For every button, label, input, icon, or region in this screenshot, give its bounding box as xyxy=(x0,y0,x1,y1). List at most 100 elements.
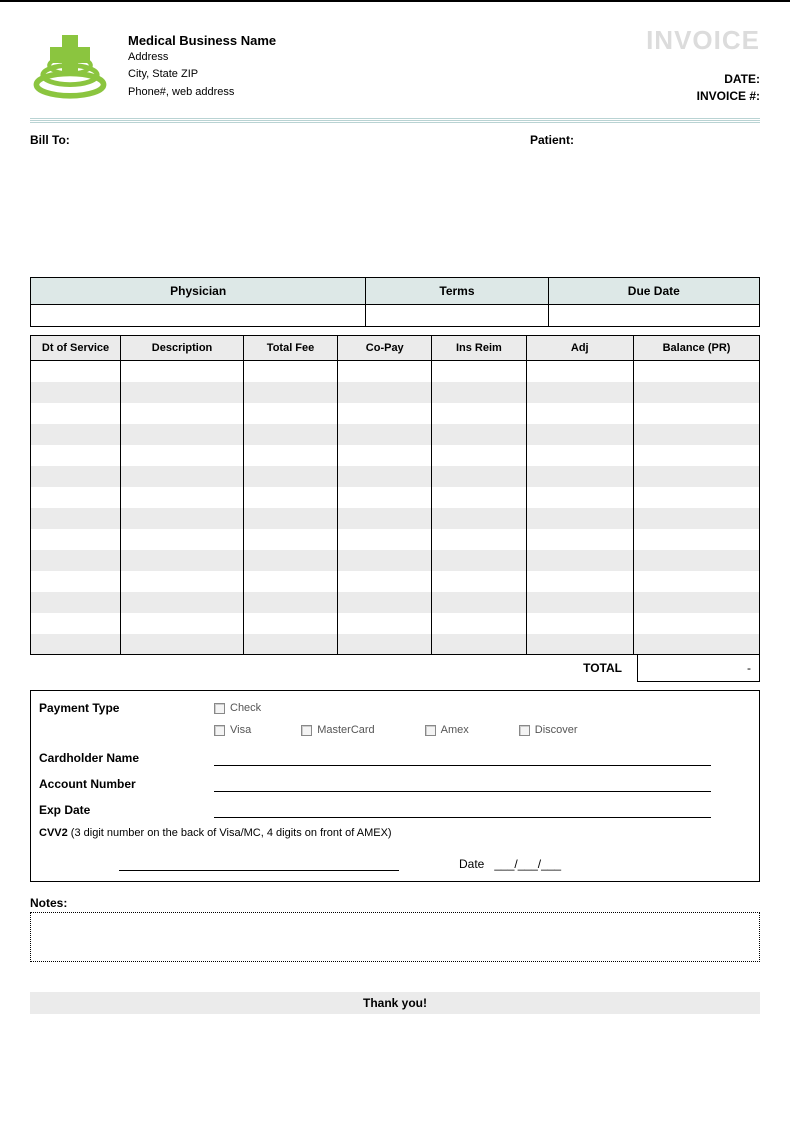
items-cell[interactable] xyxy=(526,508,634,529)
items-cell[interactable] xyxy=(634,424,760,445)
items-cell[interactable] xyxy=(432,382,526,403)
items-cell[interactable] xyxy=(526,445,634,466)
items-cell[interactable] xyxy=(432,529,526,550)
items-cell[interactable] xyxy=(31,571,121,592)
items-cell[interactable] xyxy=(432,550,526,571)
info-cell[interactable] xyxy=(31,305,366,327)
items-cell[interactable] xyxy=(31,403,121,424)
notes-box[interactable] xyxy=(30,912,760,962)
items-cell[interactable] xyxy=(338,550,432,571)
items-cell[interactable] xyxy=(243,571,337,592)
items-cell[interactable] xyxy=(121,634,244,655)
items-cell[interactable] xyxy=(526,403,634,424)
items-cell[interactable] xyxy=(432,634,526,655)
items-cell[interactable] xyxy=(338,382,432,403)
items-cell[interactable] xyxy=(31,634,121,655)
items-cell[interactable] xyxy=(526,613,634,634)
checkbox-mastercard[interactable]: MasterCard xyxy=(301,724,374,736)
items-cell[interactable] xyxy=(526,382,634,403)
items-cell[interactable] xyxy=(31,592,121,613)
items-cell[interactable] xyxy=(243,550,337,571)
items-cell[interactable] xyxy=(121,424,244,445)
signature-line[interactable] xyxy=(119,855,399,871)
items-cell[interactable] xyxy=(31,508,121,529)
items-cell[interactable] xyxy=(526,466,634,487)
items-cell[interactable] xyxy=(634,571,760,592)
items-cell[interactable] xyxy=(432,424,526,445)
items-cell[interactable] xyxy=(31,550,121,571)
items-cell[interactable] xyxy=(634,529,760,550)
cardholder-input[interactable] xyxy=(214,750,711,766)
items-cell[interactable] xyxy=(243,487,337,508)
items-cell[interactable] xyxy=(338,613,432,634)
items-cell[interactable] xyxy=(243,634,337,655)
items-cell[interactable] xyxy=(432,571,526,592)
items-cell[interactable] xyxy=(634,361,760,382)
items-cell[interactable] xyxy=(338,361,432,382)
items-cell[interactable] xyxy=(31,487,121,508)
items-cell[interactable] xyxy=(31,529,121,550)
items-cell[interactable] xyxy=(432,361,526,382)
items-cell[interactable] xyxy=(243,424,337,445)
items-cell[interactable] xyxy=(121,487,244,508)
items-cell[interactable] xyxy=(526,592,634,613)
items-cell[interactable] xyxy=(243,445,337,466)
items-cell[interactable] xyxy=(338,529,432,550)
items-cell[interactable] xyxy=(31,361,121,382)
items-cell[interactable] xyxy=(432,508,526,529)
items-cell[interactable] xyxy=(243,592,337,613)
items-cell[interactable] xyxy=(432,592,526,613)
items-cell[interactable] xyxy=(432,403,526,424)
items-cell[interactable] xyxy=(121,382,244,403)
checkbox-amex[interactable]: Amex xyxy=(425,724,469,736)
items-cell[interactable] xyxy=(243,403,337,424)
items-cell[interactable] xyxy=(432,487,526,508)
items-cell[interactable] xyxy=(31,466,121,487)
items-cell[interactable] xyxy=(243,382,337,403)
items-cell[interactable] xyxy=(31,445,121,466)
items-cell[interactable] xyxy=(338,445,432,466)
items-cell[interactable] xyxy=(31,613,121,634)
items-cell[interactable] xyxy=(121,592,244,613)
checkbox-visa[interactable]: Visa xyxy=(214,724,251,736)
items-cell[interactable] xyxy=(243,613,337,634)
items-cell[interactable] xyxy=(338,466,432,487)
items-cell[interactable] xyxy=(121,571,244,592)
items-cell[interactable] xyxy=(634,382,760,403)
items-cell[interactable] xyxy=(526,361,634,382)
items-cell[interactable] xyxy=(634,403,760,424)
items-cell[interactable] xyxy=(526,571,634,592)
items-cell[interactable] xyxy=(634,592,760,613)
sig-date-format[interactable]: ___/___/___ xyxy=(484,857,561,871)
items-cell[interactable] xyxy=(121,466,244,487)
info-cell[interactable] xyxy=(548,305,759,327)
checkbox-check[interactable]: Check xyxy=(214,702,261,714)
items-cell[interactable] xyxy=(338,424,432,445)
items-cell[interactable] xyxy=(634,634,760,655)
items-cell[interactable] xyxy=(338,634,432,655)
info-cell[interactable] xyxy=(366,305,548,327)
items-cell[interactable] xyxy=(338,508,432,529)
account-input[interactable] xyxy=(214,776,711,792)
checkbox-discover[interactable]: Discover xyxy=(519,724,578,736)
items-cell[interactable] xyxy=(634,613,760,634)
items-cell[interactable] xyxy=(526,424,634,445)
items-cell[interactable] xyxy=(526,529,634,550)
items-cell[interactable] xyxy=(121,445,244,466)
items-cell[interactable] xyxy=(634,445,760,466)
items-cell[interactable] xyxy=(31,424,121,445)
items-cell[interactable] xyxy=(526,550,634,571)
items-cell[interactable] xyxy=(634,466,760,487)
items-cell[interactable] xyxy=(634,508,760,529)
items-cell[interactable] xyxy=(121,403,244,424)
items-cell[interactable] xyxy=(634,550,760,571)
items-cell[interactable] xyxy=(243,466,337,487)
items-cell[interactable] xyxy=(243,361,337,382)
items-cell[interactable] xyxy=(338,487,432,508)
items-cell[interactable] xyxy=(243,508,337,529)
items-cell[interactable] xyxy=(121,613,244,634)
items-cell[interactable] xyxy=(338,571,432,592)
items-cell[interactable] xyxy=(634,487,760,508)
items-cell[interactable] xyxy=(121,508,244,529)
items-cell[interactable] xyxy=(31,382,121,403)
